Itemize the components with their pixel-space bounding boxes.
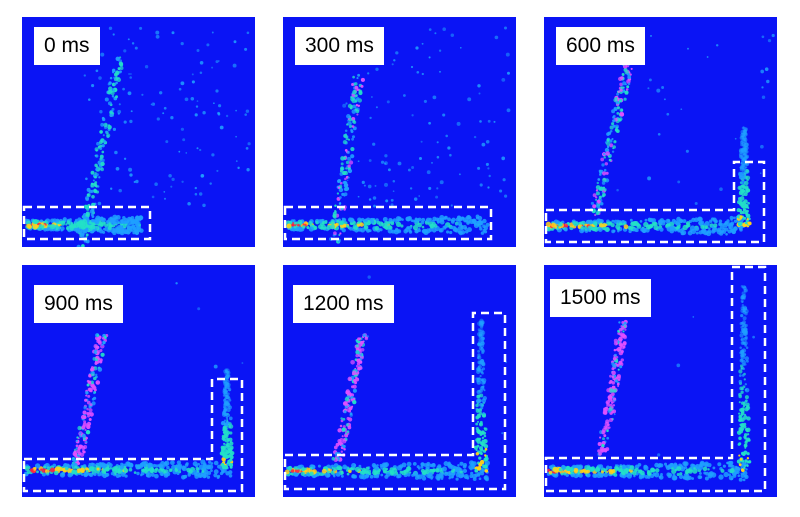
dashed-region-outline bbox=[283, 311, 507, 491]
time-label: 300 ms bbox=[295, 27, 384, 65]
image-panel-300ms: 300 ms bbox=[283, 17, 516, 247]
horizontal-beam bbox=[285, 214, 490, 236]
speckle-image bbox=[22, 282, 244, 493]
horizontal-beam bbox=[545, 215, 746, 237]
time-label: 0 ms bbox=[34, 27, 100, 65]
dashed-region-outline bbox=[22, 377, 244, 493]
speckle-image bbox=[544, 33, 775, 244]
speckle-image bbox=[283, 26, 511, 244]
horizontal-beam bbox=[284, 460, 491, 482]
image-panel-1500ms: 1500 ms bbox=[544, 265, 777, 497]
dashed-region-outline bbox=[544, 160, 766, 244]
image-panel-1200ms: 1200 ms bbox=[283, 265, 516, 497]
vertical-jet bbox=[219, 368, 235, 470]
horizontal-beam bbox=[546, 460, 749, 482]
image-panel-900ms: 900 ms bbox=[22, 265, 255, 497]
dashed-region-outline bbox=[22, 205, 152, 241]
dashed-region-outline bbox=[283, 205, 493, 241]
dashed-region-outline bbox=[544, 265, 767, 493]
vertical-jet bbox=[473, 318, 489, 473]
time-label: 1500 ms bbox=[550, 279, 651, 317]
speckle-image bbox=[22, 26, 251, 247]
speckle-image bbox=[544, 265, 767, 493]
horizontal-beam bbox=[23, 459, 233, 480]
speckle-image bbox=[283, 275, 508, 491]
vertical-jet bbox=[736, 284, 752, 472]
image-panel-600ms: 600 ms bbox=[544, 17, 777, 247]
image-panel-0ms: 0 ms bbox=[22, 17, 255, 247]
time-label: 1200 ms bbox=[293, 285, 394, 323]
time-label: 900 ms bbox=[34, 285, 123, 323]
vertical-jet bbox=[736, 126, 752, 228]
horizontal-beam bbox=[23, 214, 144, 236]
time-label: 600 ms bbox=[556, 27, 645, 65]
